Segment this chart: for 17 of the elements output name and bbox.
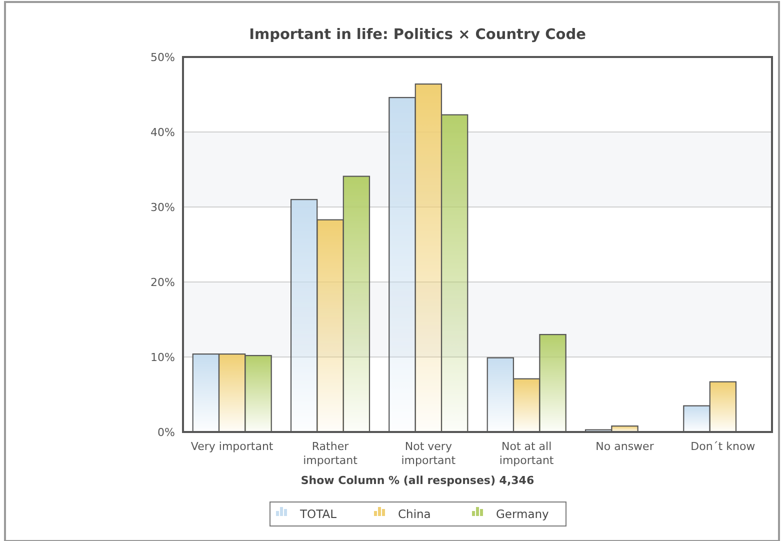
- x-tick-label: Don´t know: [690, 440, 756, 453]
- x-tick-label: Rather important: [303, 440, 358, 467]
- y-tick-label: 10%: [150, 351, 175, 364]
- y-tick-label: 20%: [150, 276, 175, 289]
- x-axis-title: Show Column % (all responses) 4,346: [300, 474, 534, 487]
- legend-label: Germany: [496, 507, 550, 521]
- y-tick-label: 40%: [150, 126, 175, 139]
- y-tick-label: 30%: [150, 201, 175, 214]
- x-tick-label: Very important: [190, 440, 274, 453]
- chart-title: Important in life: Politics × Country Code: [249, 27, 586, 43]
- y-tick-label: 0%: [158, 426, 175, 439]
- x-tick-label: Not at all important: [499, 440, 554, 467]
- y-tick-label: 50%: [150, 51, 175, 64]
- x-tick-label: No answer: [596, 440, 654, 453]
- x-tick-label: Not very important: [401, 440, 456, 467]
- legend-label: TOTAL: [299, 507, 338, 521]
- legend-label: China: [398, 507, 431, 521]
